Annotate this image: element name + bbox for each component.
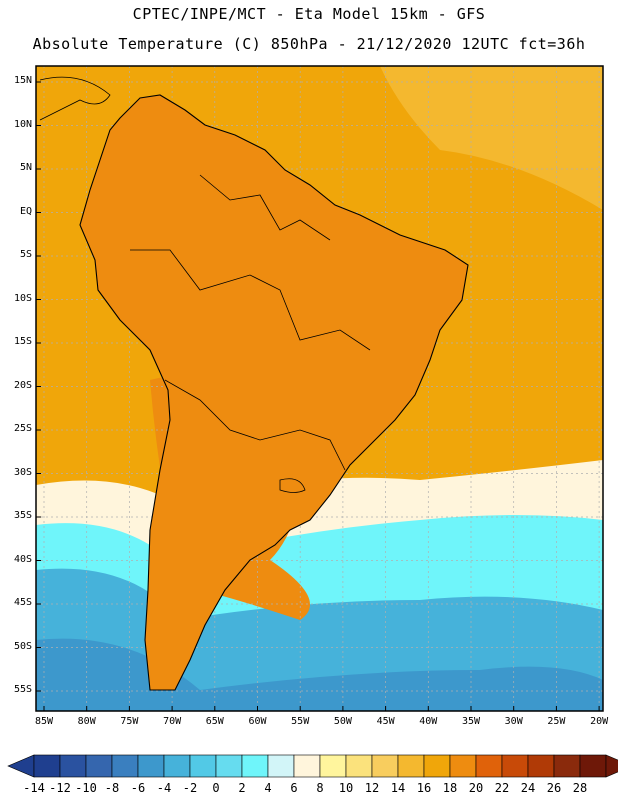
- colorbar-swatch: [527, 754, 555, 778]
- colorbar-swatch: [111, 754, 139, 778]
- lon-label: 55W: [291, 716, 310, 727]
- colorbar-swatch: [215, 754, 243, 778]
- lat-label: 20S: [13, 379, 32, 391]
- lon-label: 45W: [376, 716, 395, 727]
- colorbar-label: 26: [546, 781, 562, 795]
- colorbar-swatch: [579, 754, 607, 778]
- lat-label: EQ: [19, 205, 32, 217]
- lat-label: 5S: [19, 249, 32, 260]
- colorbar-swatch: [267, 754, 295, 778]
- lat-label: 25S: [13, 423, 32, 434]
- colorbar-label: -6: [130, 781, 146, 795]
- colorbar-swatch: [371, 754, 399, 778]
- colorbar-label: 2: [238, 781, 246, 795]
- colorbar-swatch: [163, 754, 191, 778]
- lat-label: 50S: [13, 640, 32, 652]
- colorbar-label: -4: [156, 781, 172, 795]
- colorbar-swatch: [137, 754, 165, 778]
- map-title: CPTEC/INPE/MCT - Eta Model 15km - GFS: [132, 5, 486, 23]
- colorbar-swatch: [241, 754, 269, 778]
- colorbar-label: 12: [364, 781, 380, 795]
- colorbar-swatch: [553, 754, 581, 778]
- colorbar-label: 14: [390, 781, 406, 795]
- colorbar-label: 0: [212, 781, 220, 795]
- field-coldest-band: [36, 638, 603, 711]
- colorbar-swatch: [501, 754, 529, 778]
- colorbar-label: -8: [104, 781, 120, 795]
- lat-label: 15N: [13, 75, 32, 86]
- lon-label: 85W: [34, 716, 54, 727]
- lon-label: 70W: [163, 716, 182, 727]
- lat-label: 5N: [19, 162, 32, 173]
- colorbar-label: -2: [182, 781, 198, 795]
- lon-label: 80W: [77, 716, 96, 727]
- caribbean-coast: [39, 76, 111, 121]
- colorbar: [7, 754, 618, 778]
- plot-frame: [35, 65, 604, 712]
- colorbar-swatch: [449, 754, 477, 778]
- colorbar-swatch: [345, 754, 373, 778]
- lon-label: 20W: [590, 716, 609, 727]
- colorbar-label: 18: [442, 781, 458, 795]
- lat-label: 15S: [13, 336, 32, 347]
- map-subtitle: Absolute Temperature (C) 850hPa - 21/12/…: [32, 35, 586, 53]
- lon-label: 50W: [333, 716, 352, 727]
- colorbar-swatch: [293, 754, 321, 778]
- lon-label: 25W: [547, 716, 566, 727]
- colorbar-label: -10: [75, 781, 97, 795]
- lon-label: 65W: [205, 716, 224, 727]
- colorbar-label: 24: [520, 781, 536, 795]
- colorbar-label: -14: [23, 781, 45, 795]
- lon-label: 60W: [248, 716, 267, 727]
- lon-label: 30W: [504, 716, 523, 727]
- colorbar-label: -12: [49, 781, 71, 795]
- border-lines-north: [199, 174, 331, 241]
- lagoon: [279, 478, 306, 493]
- colorbar-arrow-high: [605, 754, 618, 778]
- colorbar-label: 6: [290, 781, 298, 795]
- colorbar-label: 16: [416, 781, 432, 795]
- colorbar-label: 4: [264, 781, 272, 795]
- axis-ticks: [36, 81, 600, 711]
- colorbar-swatch: [475, 754, 503, 778]
- lat-label: 45S: [13, 597, 32, 608]
- lat-label: 55S: [13, 684, 32, 695]
- border-lines-south: [164, 379, 346, 471]
- lon-label: 40W: [419, 716, 438, 727]
- colorbar-label: 8: [316, 781, 324, 795]
- lat-label: 10S: [13, 292, 32, 304]
- colorbar-swatch: [33, 754, 61, 778]
- colorbar-label: 22: [494, 781, 510, 795]
- lat-label: 35S: [13, 510, 32, 521]
- lon-label: 75W: [120, 716, 139, 727]
- colorbar-swatch: [397, 754, 425, 778]
- colorbar-arrow-low: [7, 754, 35, 778]
- colorbar-swatch: [59, 754, 87, 778]
- colorbar-swatch: [423, 754, 451, 778]
- colorbar-label: 20: [468, 781, 484, 795]
- borders: [39, 76, 469, 691]
- colorbar-swatch: [319, 754, 347, 778]
- lon-label: 35W: [461, 716, 481, 727]
- border-lines: [130, 249, 371, 351]
- colorbar-swatch: [189, 754, 217, 778]
- colorbar-swatch: [85, 754, 113, 778]
- field-north-atlantic: [380, 66, 603, 210]
- lat-label: 10N: [13, 118, 32, 130]
- lat-label: 40S: [13, 553, 32, 565]
- colorbar-label: 10: [338, 781, 354, 795]
- colorbar-label: 28: [572, 781, 588, 795]
- lat-label: 30S: [13, 466, 32, 478]
